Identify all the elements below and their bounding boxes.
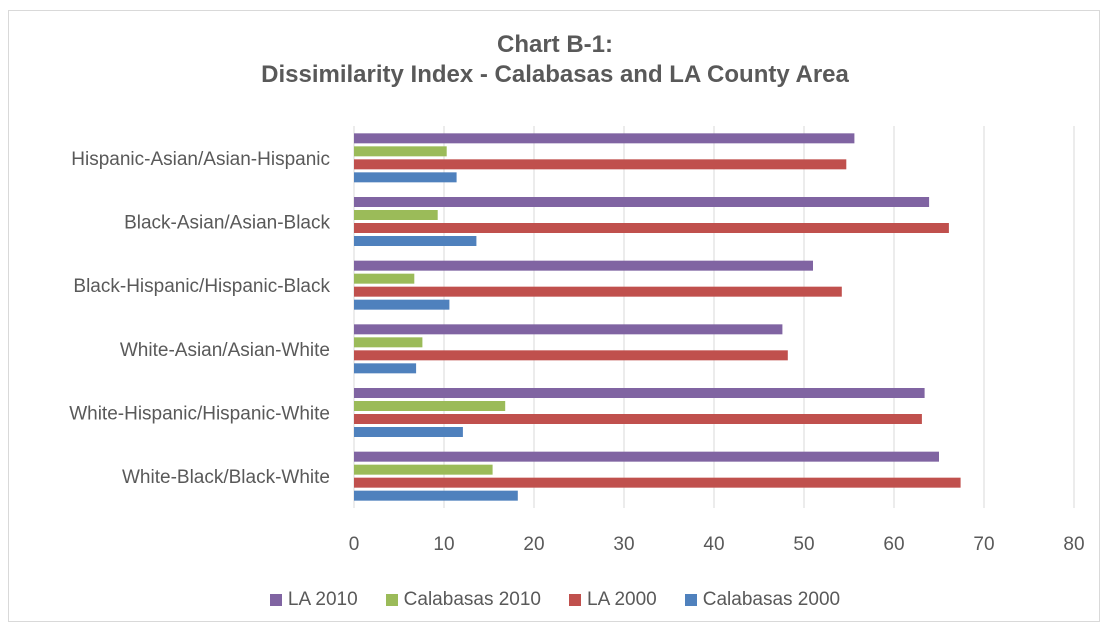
legend-label: Calabasas 2010 bbox=[403, 589, 541, 610]
bar-la-2010 bbox=[354, 260, 813, 271]
bar-la-2000 bbox=[354, 286, 842, 297]
legend-item: LA 2010 bbox=[269, 589, 358, 611]
chart-frame bbox=[8, 10, 1100, 622]
legend-item: Calabasas 2000 bbox=[684, 589, 841, 611]
bar-calabasas-2010 bbox=[354, 337, 423, 348]
bar-calabasas-2000 bbox=[354, 299, 450, 310]
bar-calabasas-2000 bbox=[354, 172, 457, 183]
bar-la-2010 bbox=[354, 388, 925, 398]
gridlines bbox=[353, 126, 1075, 508]
chart-subtitle: Dissimilarity Index - Calabasas and LA C… bbox=[261, 61, 849, 88]
legend-item: Calabasas 2010 bbox=[385, 589, 541, 611]
legend-item: LA 2000 bbox=[569, 589, 657, 611]
bar-calabasas-2000 bbox=[354, 236, 477, 246]
bar-la-2010 bbox=[354, 197, 930, 207]
bars bbox=[354, 133, 961, 501]
x-tick-label: 70 bbox=[973, 534, 994, 555]
bar-calabasas-2010 bbox=[354, 464, 493, 475]
category-label: Black-Hispanic/Hispanic-Black bbox=[73, 276, 330, 297]
bar-calabasas-2010 bbox=[354, 146, 447, 157]
legend-swatch bbox=[269, 594, 282, 606]
axes: 0 10 20 30 40 50 60 70 80 Hispanic-Asian/Asian-Hi… bbox=[69, 149, 1084, 555]
bar-la-2000 bbox=[354, 414, 922, 424]
category-label: White-Black/Black-White bbox=[122, 467, 330, 488]
category-label: Hispanic-Asian/Asian-Hispanic bbox=[71, 149, 330, 170]
legend-swatch bbox=[385, 594, 398, 606]
bar-calabasas-2000 bbox=[354, 490, 518, 501]
legend-label: LA 2010 bbox=[287, 589, 358, 610]
bar-la-2000 bbox=[354, 223, 949, 233]
bar-calabasas-2000 bbox=[354, 363, 417, 374]
chart-title: Chart B-1: bbox=[496, 31, 613, 58]
bar-calabasas-2010 bbox=[354, 401, 506, 411]
bar-calabasas-2010 bbox=[354, 210, 438, 220]
bar-la-2010 bbox=[354, 451, 939, 462]
category-label: White-Hispanic/Hispanic-White bbox=[69, 404, 330, 425]
legend-label: Calabasas 2000 bbox=[702, 589, 841, 610]
category-label: Black-Asian/Asian-Black bbox=[124, 213, 330, 234]
bar-la-2000 bbox=[354, 350, 788, 361]
chart-title-block: Chart B-1: Dissimilarity Index - Calabas… bbox=[0, 30, 1110, 90]
legend-swatch bbox=[569, 594, 581, 606]
x-tick-label: 20 bbox=[523, 534, 544, 555]
bar-la-2010 bbox=[354, 324, 783, 335]
legend-swatch bbox=[684, 594, 697, 606]
x-tick-label: 50 bbox=[793, 534, 814, 555]
x-tick-label: 10 bbox=[433, 534, 454, 555]
bar-la-2010 bbox=[354, 133, 855, 144]
x-tick-label: 40 bbox=[703, 534, 724, 555]
legend-label: LA 2000 bbox=[587, 589, 657, 610]
x-tick-label: 80 bbox=[1063, 534, 1084, 555]
bar-la-2000 bbox=[354, 477, 961, 488]
bar-calabasas-2010 bbox=[354, 273, 415, 284]
bar-calabasas-2000 bbox=[354, 427, 463, 437]
x-tick-label: 0 bbox=[349, 534, 360, 555]
category-label: White-Asian/Asian-White bbox=[120, 340, 330, 361]
bar-la-2000 bbox=[354, 159, 847, 170]
x-tick-label: 60 bbox=[883, 534, 904, 555]
legend: LA 2010 Calabasas 2010 LA 2000 Calabasas 20… bbox=[0, 587, 1110, 613]
x-tick-label: 30 bbox=[613, 534, 634, 555]
